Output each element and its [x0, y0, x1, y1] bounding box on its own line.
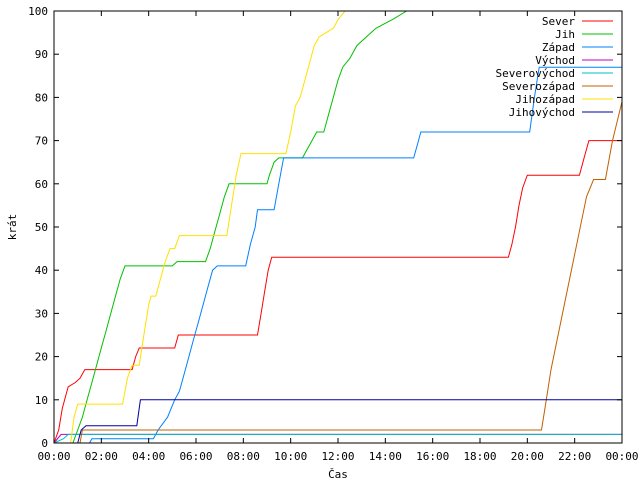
x-tick-label: 22:00	[558, 450, 591, 463]
series-line-2	[54, 10, 407, 444]
y-tick-label: 100	[28, 5, 48, 18]
x-tick-label: 08:00	[227, 450, 260, 463]
legend-label: Západ	[542, 41, 575, 54]
series-line-8	[54, 399, 622, 444]
x-tick-label: 12:00	[321, 450, 354, 463]
axis-tick-labels: 0 10 20 30 40 50 60 70 80 90 100 00:00 02:00 04:00 06:…	[28, 5, 638, 463]
x-tick-label: 18:00	[463, 450, 496, 463]
legend-label: Severovýchod	[496, 67, 575, 80]
y-tick-label: 20	[35, 351, 48, 364]
x-tick-label: 02:00	[85, 450, 118, 463]
series-line-1	[53, 140, 622, 444]
x-tick-label: 00:00	[37, 450, 70, 463]
series-line-7	[54, 10, 346, 444]
legend: SeverJihZápadVýchodSeverovýchodSeverozáp…	[496, 15, 613, 119]
x-tick-label: 06:00	[179, 450, 212, 463]
series-line-6	[54, 101, 623, 444]
x-tick-label: 04:00	[132, 450, 165, 463]
x-tick-label: 10:00	[274, 450, 307, 463]
x-tick-label: 14:00	[369, 450, 402, 463]
x-tick-label: 00:00	[605, 450, 638, 463]
x-tick-label: 20:00	[511, 450, 544, 463]
legend-label: Jihozápad	[515, 93, 575, 106]
plot-lines	[53, 10, 623, 444]
y-tick-label: 90	[35, 48, 48, 61]
y-tick-label: 50	[35, 221, 48, 234]
y-tick-label: 30	[35, 307, 48, 320]
series-line-3	[54, 66, 622, 444]
y-tick-label: 10	[35, 394, 48, 407]
x-axis-label: Čas	[328, 468, 348, 480]
y-tick-label: 80	[35, 91, 48, 104]
axis-ticks	[53, 10, 623, 444]
y-tick-label: 70	[35, 135, 48, 148]
legend-label: Sever	[542, 15, 575, 28]
x-tick-label: 16:00	[416, 450, 449, 463]
y-tick-label: 0	[41, 437, 48, 450]
y-tick-label: 40	[35, 264, 48, 277]
y-axis-label: krát	[6, 214, 19, 241]
series-line-5	[53, 433, 622, 444]
legend-label: Jihovýchod	[509, 106, 575, 119]
legend-label: Severozápad	[502, 80, 575, 93]
y-tick-label: 60	[35, 178, 48, 191]
legend-label: Východ	[535, 54, 575, 67]
legend-label: Jih	[555, 28, 575, 41]
